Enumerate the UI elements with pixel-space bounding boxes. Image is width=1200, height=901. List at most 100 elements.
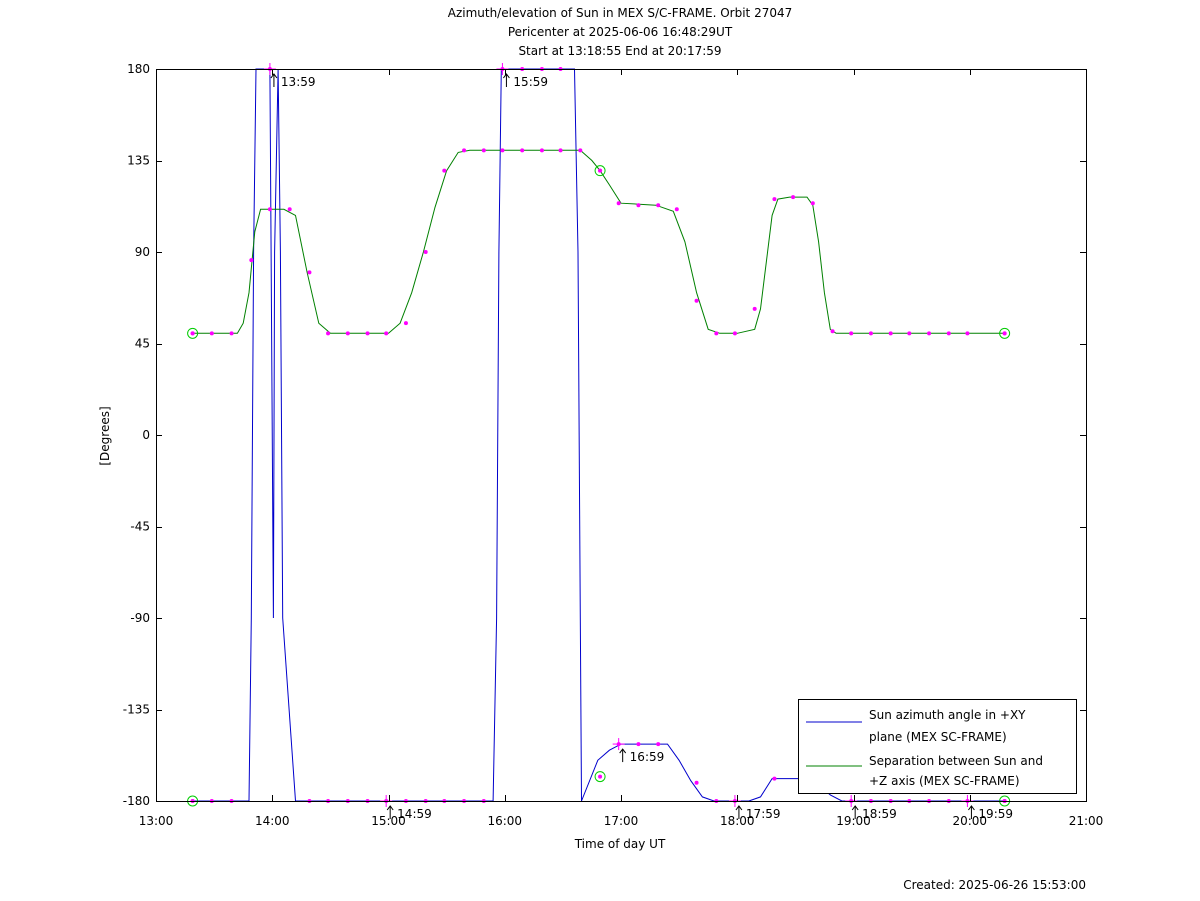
x-axis-label: Time of day UT — [574, 837, 666, 851]
hour-arrow-head — [735, 805, 743, 811]
separation-marker — [868, 331, 873, 336]
x-tick-label: 17:00 — [604, 814, 639, 828]
legend-label-separation-line-1: Separation between Sun and — [869, 754, 1043, 768]
azimuth-marker — [656, 742, 661, 747]
y-tick-label: -90 — [130, 611, 150, 625]
separation-marker — [249, 258, 254, 263]
y-tick-label: 45 — [135, 337, 150, 351]
annotation-layer: 13:59 14:59 15:59 16:59 17:59 18:59 19:59 — [263, 63, 1013, 821]
separation-marker — [791, 195, 796, 200]
x-tick-label: 15:00 — [371, 814, 406, 828]
separation-marker — [907, 331, 912, 336]
separation-marker — [520, 148, 525, 153]
endpoint-center-marker — [1002, 331, 1007, 336]
legend-box — [798, 699, 1077, 794]
chart-title-line-3: Start at 13:18:55 End at 20:17:59 — [518, 44, 721, 58]
separation-marker — [423, 250, 428, 254]
y-tick-label: 90 — [135, 245, 150, 259]
x-tick-label: 14:00 — [255, 814, 290, 828]
separation-marker — [578, 148, 583, 153]
separation-marker — [558, 148, 563, 153]
y-tick-label: -180 — [123, 794, 150, 808]
x-tick-label: 16:00 — [487, 814, 522, 828]
separation-marker — [500, 148, 505, 153]
endpoint-center-marker — [598, 774, 603, 779]
hour-annotation-label: 15:59 — [513, 75, 548, 89]
hour-annotation-label: 17:59 — [746, 807, 781, 821]
x-tick-label: 19:00 — [836, 814, 871, 828]
separation-marker — [462, 148, 467, 153]
legend-label-separation-line-2: +Z axis (MEX SC-FRAME) — [869, 774, 1020, 788]
separation-marker — [636, 203, 641, 208]
endpoint-circle-marker — [594, 165, 606, 177]
series-line-separation — [192, 149, 1005, 334]
separation-marker — [209, 331, 214, 336]
separation-marker — [810, 201, 815, 206]
hour-arrow-head — [851, 805, 859, 811]
separation-marker — [888, 331, 893, 336]
hour-annotation-label: 19:59 — [978, 807, 1013, 821]
separation-marker — [965, 331, 970, 336]
separation-marker — [752, 306, 757, 311]
separation-marker — [616, 201, 621, 206]
separation-marker — [849, 331, 854, 336]
separation-marker — [229, 331, 234, 336]
marker-layer — [187, 67, 1011, 807]
separation-marker — [946, 331, 951, 336]
series-line-azimuth — [192, 68, 1005, 802]
x-tick-label: 18:00 — [720, 814, 755, 828]
hour-annotation-label: 16:59 — [630, 750, 665, 764]
tick-layer: 13:00 14:00 15:00 16:00 17:00 18:00 19:00 20:00… — [123, 62, 1104, 828]
legend: Sun azimuth angle in +XY plane (MEX SC-F… — [798, 699, 1077, 794]
endpoint-center-marker — [598, 168, 603, 173]
separation-marker — [694, 298, 699, 303]
azimuth-marker — [636, 742, 641, 747]
hour-arrow-head — [270, 73, 278, 79]
endpoint-circle-marker — [594, 771, 606, 783]
separation-marker — [442, 168, 447, 173]
y-tick-label: 180 — [127, 62, 150, 76]
legend-label-azimuth-line-1: Sun azimuth angle in +XY — [869, 708, 1026, 722]
series-layer — [192, 68, 1005, 802]
separation-marker — [674, 207, 679, 212]
hour-arrow-head — [386, 805, 394, 811]
y-axis-label: [Degrees] — [98, 406, 112, 465]
hour-arrow-head — [968, 805, 975, 811]
plot-frame — [156, 69, 1087, 802]
separation-marker — [365, 331, 370, 336]
separation-marker — [267, 207, 272, 212]
x-tick-label: 13:00 — [139, 814, 174, 828]
separation-marker — [830, 329, 835, 334]
separation-marker — [345, 331, 350, 336]
separation-marker — [732, 331, 737, 336]
separation-marker — [481, 148, 486, 153]
x-tick-label: 21:00 — [1069, 814, 1104, 828]
endpoint-circle-marker — [187, 327, 199, 339]
separation-marker — [326, 331, 331, 336]
separation-marker — [384, 331, 389, 336]
hour-annotation-label: 14:59 — [397, 807, 432, 821]
endpoint-circle-marker — [999, 327, 1011, 339]
y-tick-label: 0 — [142, 428, 150, 442]
y-tick-label: -45 — [130, 520, 150, 534]
chart-title-line-1: Azimuth/elevation of Sun in MEX S/C-FRAM… — [448, 6, 793, 20]
y-tick-label: 135 — [127, 154, 150, 168]
hour-arrow-head — [619, 748, 627, 754]
separation-marker — [927, 331, 932, 336]
separation-marker — [307, 270, 312, 275]
x-tick-label: 20:00 — [952, 814, 987, 828]
chart-title-line-2: Pericenter at 2025-06-06 16:48:29UT — [508, 25, 733, 39]
hour-annotation-label: 13:59 — [281, 75, 316, 89]
separation-marker — [403, 321, 408, 326]
legend-label-azimuth-line-2: plane (MEX SC-FRAME) — [869, 730, 1007, 744]
azimuth-marker — [772, 776, 777, 781]
y-tick-label: -135 — [123, 703, 150, 717]
separation-marker — [287, 207, 292, 212]
separation-marker — [714, 331, 719, 336]
hour-annotation-label: 18:59 — [862, 807, 897, 821]
azimuth-marker — [694, 780, 699, 785]
endpoint-center-marker — [190, 331, 195, 336]
hour-arrow-head — [503, 73, 510, 79]
separation-marker — [656, 203, 661, 208]
